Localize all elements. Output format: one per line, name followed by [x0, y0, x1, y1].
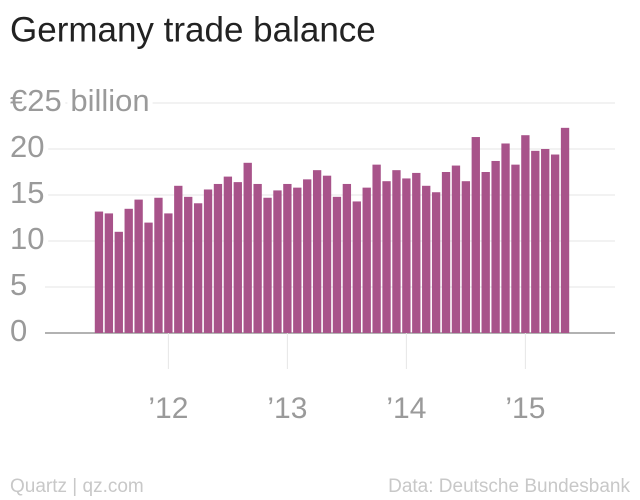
- bar: [283, 183, 292, 333]
- y-tick-label: 20: [10, 129, 44, 164]
- bar: [352, 201, 361, 333]
- bar: [94, 211, 104, 333]
- x-tick-label: ’12: [148, 392, 188, 425]
- bar: [144, 222, 153, 333]
- bar: [550, 154, 560, 333]
- bar: [521, 135, 530, 333]
- y-tick-label: 5: [10, 267, 27, 302]
- bar: [303, 179, 312, 333]
- bar: [263, 197, 272, 333]
- bar: [362, 187, 371, 333]
- bar: [243, 162, 252, 333]
- bar: [273, 190, 282, 333]
- bar: [134, 199, 143, 333]
- bar: [293, 187, 302, 333]
- bar: [332, 196, 342, 333]
- bar: [184, 196, 193, 333]
- bar: [372, 164, 381, 333]
- y-tick-label: 15: [10, 175, 44, 210]
- x-tick-label: ’14: [386, 392, 426, 425]
- bar: [560, 127, 570, 333]
- bar: [531, 150, 540, 333]
- bar: [402, 178, 411, 333]
- bar: [392, 170, 401, 333]
- source: Data: Deutsche Bundesbank: [388, 476, 630, 497]
- bar: [422, 185, 431, 333]
- bar: [253, 183, 262, 333]
- y-tick-label: 10: [10, 221, 44, 256]
- bar: [154, 197, 163, 333]
- bar: [481, 172, 490, 333]
- y-tick-label: €25 billion: [10, 83, 150, 118]
- bar: [541, 149, 550, 333]
- bar: [451, 165, 461, 333]
- bar: [312, 170, 322, 333]
- bar: [174, 185, 183, 333]
- bar: [233, 182, 242, 333]
- bar: [431, 192, 441, 333]
- bar: [511, 164, 520, 333]
- bar: [124, 208, 133, 333]
- bar: [164, 213, 173, 333]
- bar: [461, 181, 471, 333]
- bar: [322, 175, 332, 333]
- bar: [491, 160, 500, 333]
- bar: [342, 183, 352, 333]
- bar: [382, 181, 391, 333]
- bar: [114, 231, 123, 333]
- bar: [441, 172, 451, 333]
- bar: [471, 137, 480, 333]
- x-tick-label: ’13: [267, 392, 307, 425]
- bar: [104, 213, 114, 333]
- bar: [213, 183, 223, 333]
- credit: Quartz | qz.com: [10, 476, 144, 497]
- x-tick-label: ’15: [505, 392, 545, 425]
- bar: [203, 189, 213, 333]
- bar: [501, 143, 510, 333]
- bar: [193, 203, 203, 333]
- y-tick-label: 0: [10, 313, 27, 348]
- bar: [412, 172, 421, 333]
- chart-title: Germany trade balance: [10, 10, 376, 49]
- bar: [223, 176, 233, 333]
